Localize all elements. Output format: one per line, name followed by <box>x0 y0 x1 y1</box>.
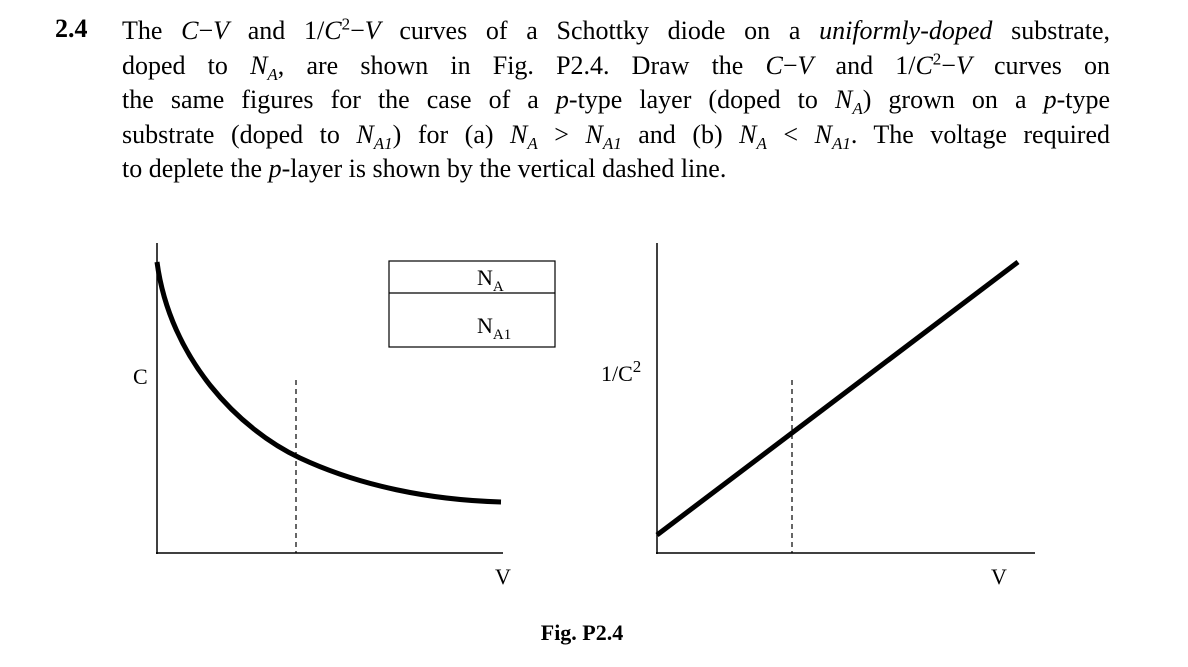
text: and (b) <box>621 119 740 149</box>
text: and 1/ <box>229 16 325 45</box>
text: -layer is shown by the vertical dashed l… <box>281 154 727 183</box>
text: 2 <box>341 14 351 34</box>
text: N <box>814 119 832 149</box>
legend-label: NA <box>477 265 504 295</box>
text: A <box>493 279 504 295</box>
text: − <box>782 50 798 80</box>
text: ) grown on a <box>862 85 1044 114</box>
x-label: V <box>991 564 1007 589</box>
cv-curve <box>154 261 502 505</box>
text: V <box>364 16 381 45</box>
text: N <box>510 119 528 149</box>
text: A <box>527 133 538 153</box>
y-label: 1/C2 <box>601 357 641 386</box>
text: A <box>852 99 863 119</box>
text: V <box>797 50 814 80</box>
text: The <box>122 16 182 45</box>
text: A1 <box>493 327 511 343</box>
text: 1/C <box>601 361 633 386</box>
text: doped to <box>122 50 251 80</box>
text: C <box>915 50 933 80</box>
inv-c2-line <box>655 260 1020 537</box>
y-label: C <box>133 364 148 389</box>
text-line: The C−V and 1/C2−V curves of a Schottky … <box>122 14 1110 49</box>
text-line: the same figures for the case of a p-typ… <box>122 83 1110 118</box>
layer-box <box>388 260 556 348</box>
legend-label: NA1 <box>477 313 511 343</box>
text: N <box>585 119 603 149</box>
text: − <box>350 16 365 45</box>
text: p <box>1043 85 1057 114</box>
text: p <box>555 85 569 114</box>
cv-plot: NA NA1 C V <box>133 243 556 589</box>
problem-text: The C−V and 1/C2−V curves of a Schottky … <box>122 14 1110 187</box>
text: N <box>250 50 268 80</box>
figure-caption: Fig. P2.4 <box>541 620 624 645</box>
text-line: doped to NA, are shown in Fig. P2.4. Dra… <box>122 49 1110 84</box>
text: N <box>356 119 374 149</box>
text: N <box>477 265 493 290</box>
text: curves on <box>971 50 1111 80</box>
text: -type <box>1056 85 1111 114</box>
text-line: substrate (doped to NA1) for (a) NA > NA… <box>122 118 1110 153</box>
inv-c2-plot: 1/C2 V <box>601 243 1035 589</box>
text: p <box>268 154 282 183</box>
text: N <box>739 119 757 149</box>
text: C <box>181 16 199 45</box>
text: substrate (doped to <box>122 119 357 149</box>
text: > <box>537 119 586 149</box>
text: uniformly-doped <box>819 16 993 45</box>
text: V <box>213 16 230 45</box>
text: ) for (a) <box>392 119 511 149</box>
x-label: V <box>495 564 511 589</box>
text: 2 <box>633 357 642 376</box>
text: A1 <box>602 133 622 153</box>
text: 2 <box>932 48 942 68</box>
text: , are shown in Fig. P2.4. Draw the <box>277 50 766 80</box>
text: substrate, <box>992 16 1111 45</box>
text: C <box>765 50 783 80</box>
problem-number: 2.4 <box>55 14 88 43</box>
text: A <box>756 133 767 153</box>
text: < <box>766 119 815 149</box>
text: − <box>198 16 214 45</box>
text: − <box>941 50 956 80</box>
text: A1 <box>373 133 393 153</box>
text-line: to deplete the p-layer is shown by the v… <box>122 152 1110 187</box>
text: . The voltage required <box>850 119 1111 149</box>
text: to deplete the <box>122 154 269 183</box>
text: A <box>267 64 278 84</box>
text: the same figures for the case of a <box>122 85 556 114</box>
text: N <box>477 313 493 338</box>
text: curves of a Schottky diode on a <box>380 16 820 45</box>
text: C <box>324 16 342 45</box>
text: V <box>955 50 972 80</box>
text: -type layer (doped to <box>568 85 835 114</box>
text: N <box>834 85 853 114</box>
text: A1 <box>831 133 851 153</box>
text: and 1/ <box>813 50 916 80</box>
